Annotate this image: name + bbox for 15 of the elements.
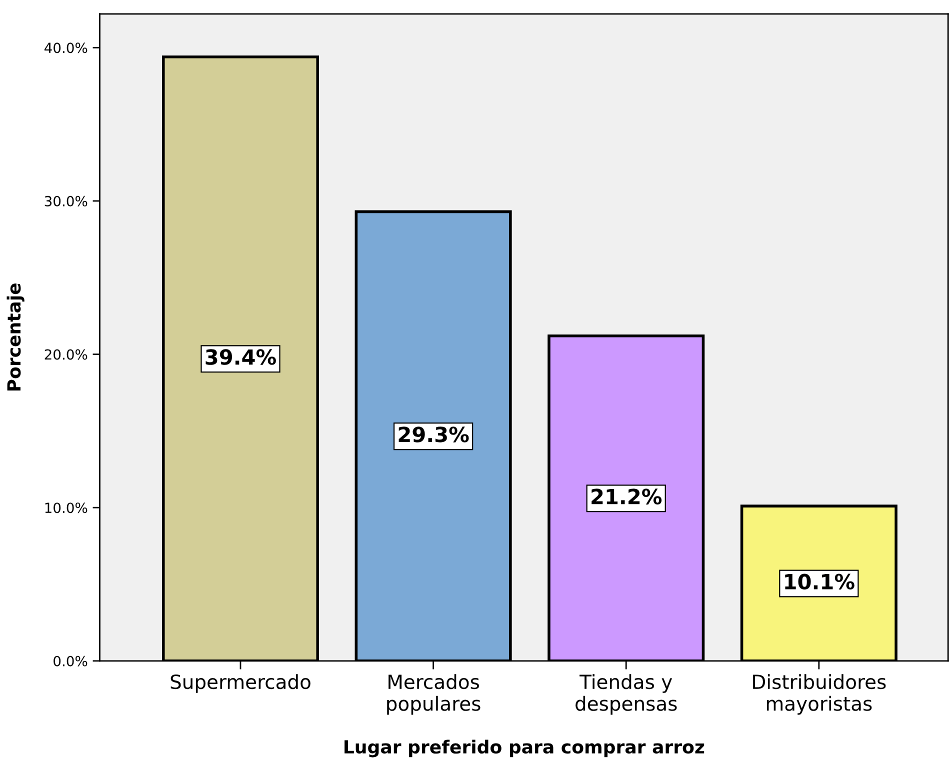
- y-tick-label: 30.0%: [44, 196, 88, 206]
- x-tick-label: Supermercado: [170, 674, 310, 693]
- x-tick-label: Tiendas y despensas: [576, 674, 677, 715]
- data-label: 29.3%: [398, 426, 469, 442]
- y-tick-label: 20.0%: [44, 349, 88, 360]
- x-axis-title: Lugar preferido para comprar arroz: [344, 740, 704, 758]
- x-tick-label: Distribuidores mayoristas: [753, 674, 886, 715]
- data-label: 10.1%: [785, 574, 854, 590]
- data-label: 39.4%: [206, 349, 276, 365]
- y-axis-title: Porcentaje: [6, 283, 24, 391]
- y-tick-label: 0.0%: [54, 656, 88, 666]
- x-tick-label: Mercados populares: [387, 674, 480, 715]
- y-tick-label: 10.0%: [45, 502, 88, 514]
- data-label: 21.2%: [592, 488, 662, 504]
- y-tick-label: 40.0%: [44, 42, 88, 54]
